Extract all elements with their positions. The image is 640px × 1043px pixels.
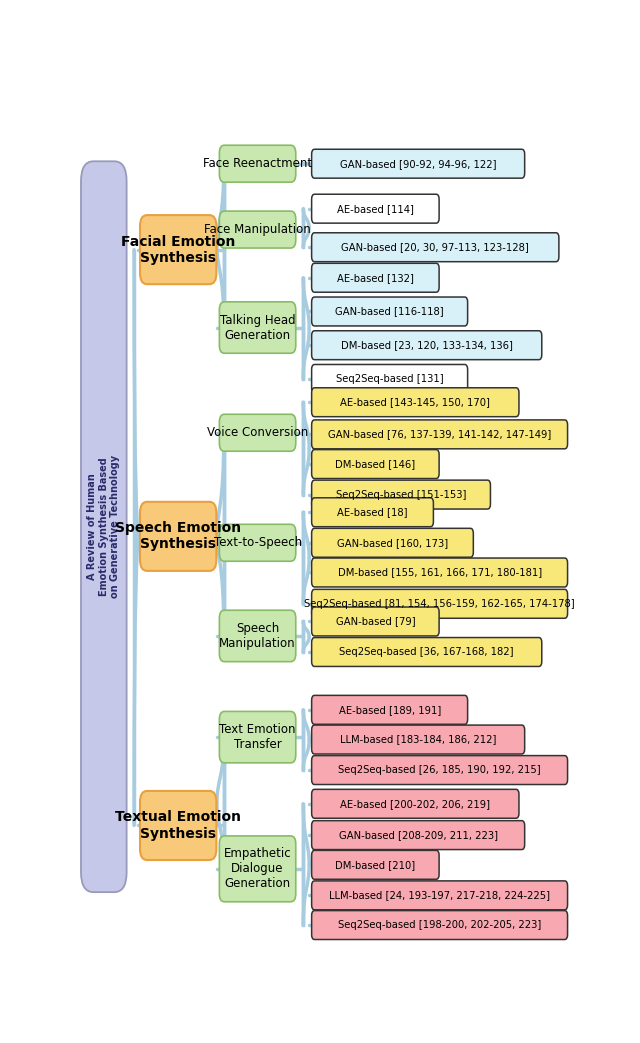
Text: Face Reenactment: Face Reenactment (203, 157, 312, 170)
FancyBboxPatch shape (312, 331, 542, 360)
FancyBboxPatch shape (312, 364, 468, 393)
Text: AE-based [143-145, 150, 170]: AE-based [143-145, 150, 170] (340, 397, 490, 407)
Text: A Review of Human
Emotion Synthesis Based
on Generative Technology: A Review of Human Emotion Synthesis Base… (87, 455, 120, 599)
Text: DM-based [210]: DM-based [210] (335, 859, 415, 870)
FancyBboxPatch shape (81, 162, 127, 892)
Text: GAN-based [160, 173]: GAN-based [160, 173] (337, 538, 448, 548)
Text: Seq2Seq-based [131]: Seq2Seq-based [131] (336, 374, 444, 384)
Text: Text-to-Speech: Text-to-Speech (214, 536, 301, 550)
Text: DM-based [146]: DM-based [146] (335, 459, 415, 469)
FancyBboxPatch shape (220, 414, 296, 452)
FancyBboxPatch shape (220, 711, 296, 762)
Text: GAN-based [90-92, 94-96, 122]: GAN-based [90-92, 94-96, 122] (340, 159, 497, 169)
FancyBboxPatch shape (312, 529, 474, 557)
FancyBboxPatch shape (312, 850, 439, 879)
Text: DM-based [23, 120, 133-134, 136]: DM-based [23, 120, 133-134, 136] (340, 340, 513, 350)
FancyBboxPatch shape (312, 297, 468, 325)
Text: Seq2Seq-based [151-153]: Seq2Seq-based [151-153] (336, 489, 466, 500)
FancyBboxPatch shape (312, 881, 568, 909)
Text: GAN-based [116-118]: GAN-based [116-118] (335, 307, 444, 316)
Text: GAN-based [208-209, 211, 223]: GAN-based [208-209, 211, 223] (339, 830, 498, 840)
FancyBboxPatch shape (312, 911, 568, 940)
Text: DM-based [155, 161, 166, 171, 180-181]: DM-based [155, 161, 166, 171, 180-181] (337, 567, 541, 578)
FancyBboxPatch shape (312, 589, 568, 618)
FancyBboxPatch shape (220, 145, 296, 183)
Text: GAN-based [79]: GAN-based [79] (335, 616, 415, 627)
Text: AE-based [18]: AE-based [18] (337, 507, 408, 517)
FancyBboxPatch shape (312, 696, 468, 724)
FancyBboxPatch shape (312, 263, 439, 292)
Text: GAN-based [20, 30, 97-113, 123-128]: GAN-based [20, 30, 97-113, 123-128] (341, 242, 529, 252)
FancyBboxPatch shape (312, 755, 568, 784)
Text: LLM-based [24, 193-197, 217-218, 224-225]: LLM-based [24, 193-197, 217-218, 224-225… (329, 891, 550, 900)
Text: AE-based [189, 191]: AE-based [189, 191] (339, 705, 441, 714)
Text: Seq2Seq-based [26, 185, 190, 192, 215]: Seq2Seq-based [26, 185, 190, 192, 215] (339, 766, 541, 775)
FancyBboxPatch shape (312, 821, 525, 850)
FancyBboxPatch shape (220, 211, 296, 248)
FancyBboxPatch shape (312, 450, 439, 479)
Text: GAN-based [76, 137-139, 141-142, 147-149]: GAN-based [76, 137-139, 141-142, 147-149… (328, 430, 551, 439)
FancyBboxPatch shape (220, 301, 296, 354)
FancyBboxPatch shape (312, 420, 568, 448)
FancyBboxPatch shape (220, 610, 296, 661)
FancyBboxPatch shape (220, 525, 296, 561)
Text: Face Manipulation: Face Manipulation (204, 223, 311, 236)
FancyBboxPatch shape (312, 233, 559, 262)
FancyBboxPatch shape (312, 637, 542, 666)
Text: LLM-based [183-184, 186, 212]: LLM-based [183-184, 186, 212] (340, 734, 497, 745)
Text: Talking Head
Generation: Talking Head Generation (220, 314, 296, 341)
Text: AE-based [132]: AE-based [132] (337, 273, 414, 283)
FancyBboxPatch shape (140, 791, 216, 860)
Text: Voice Conversion: Voice Conversion (207, 427, 308, 439)
Text: Seq2Seq-based [36, 167-168, 182]: Seq2Seq-based [36, 167-168, 182] (339, 647, 514, 657)
FancyBboxPatch shape (140, 502, 216, 571)
Text: Text Emotion
Transfer: Text Emotion Transfer (220, 723, 296, 751)
FancyBboxPatch shape (312, 607, 439, 636)
FancyBboxPatch shape (312, 480, 490, 509)
FancyBboxPatch shape (312, 388, 519, 417)
Text: AE-based [114]: AE-based [114] (337, 203, 414, 214)
Text: Speech Emotion
Synthesis: Speech Emotion Synthesis (115, 522, 241, 552)
Text: AE-based [200-202, 206, 219]: AE-based [200-202, 206, 219] (340, 799, 490, 808)
FancyBboxPatch shape (312, 498, 433, 527)
FancyBboxPatch shape (312, 149, 525, 178)
Text: Seq2Seq-based [198-200, 202-205, 223]: Seq2Seq-based [198-200, 202-205, 223] (338, 920, 541, 930)
FancyBboxPatch shape (220, 835, 296, 902)
Text: Seq2Seq-based [81, 154, 156-159, 162-165, 174-178]: Seq2Seq-based [81, 154, 156-159, 162-165… (304, 599, 575, 609)
FancyBboxPatch shape (312, 790, 519, 819)
FancyBboxPatch shape (312, 725, 525, 754)
Text: Facial Emotion
Synthesis: Facial Emotion Synthesis (121, 235, 236, 265)
FancyBboxPatch shape (140, 215, 216, 284)
FancyBboxPatch shape (312, 558, 568, 587)
FancyBboxPatch shape (312, 194, 439, 223)
Text: Speech
Manipulation: Speech Manipulation (220, 622, 296, 650)
Text: Textual Emotion
Synthesis: Textual Emotion Synthesis (115, 810, 241, 841)
Text: Empathetic
Dialogue
Generation: Empathetic Dialogue Generation (224, 847, 291, 891)
